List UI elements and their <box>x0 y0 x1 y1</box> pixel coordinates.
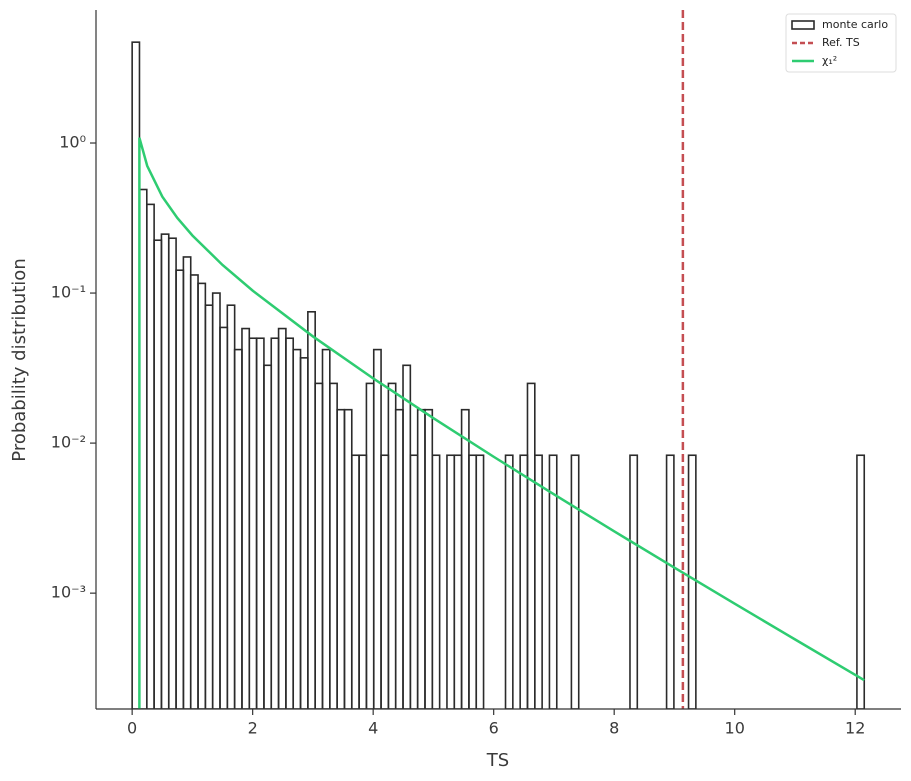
x-tick-label: 0 <box>127 719 137 738</box>
histogram-bar <box>548 454 558 709</box>
histogram-bar <box>189 274 199 709</box>
plot-area <box>131 10 866 709</box>
x-tick-label: 4 <box>368 719 378 738</box>
histogram-bar <box>570 454 580 709</box>
histogram-bar <box>526 382 536 709</box>
histogram-bar <box>277 327 287 709</box>
histogram-bar <box>270 337 280 709</box>
histogram-bar <box>446 454 456 709</box>
histogram-bar <box>358 454 368 709</box>
histogram-bar <box>219 326 229 709</box>
histogram-bar <box>145 203 155 709</box>
histogram-bar <box>182 256 192 709</box>
histogram-bar <box>431 454 441 709</box>
histogram-bar <box>175 269 185 709</box>
legend-label: Ref. TS <box>822 36 860 49</box>
x-tick-label: 6 <box>489 719 499 738</box>
legend: monte carlo Ref. TS χ₁² <box>785 13 897 73</box>
histogram-bar <box>285 337 295 709</box>
histogram-bar <box>504 454 514 709</box>
histogram-bar <box>248 337 258 709</box>
x-tick-label: 8 <box>609 719 619 738</box>
x-tick-label: 10 <box>725 719 745 738</box>
histogram-bar <box>534 454 543 709</box>
histogram-bar <box>372 348 382 709</box>
histogram-bar <box>687 454 697 709</box>
histogram-bar <box>387 382 397 709</box>
histogram-bar <box>292 348 302 709</box>
x-tick-label: 2 <box>248 719 258 738</box>
histogram-bar <box>241 327 251 709</box>
histogram-bar <box>160 233 170 709</box>
histogram-bar <box>409 454 419 709</box>
histogram-bar <box>343 408 353 709</box>
histogram-bar <box>468 454 478 709</box>
y-axis-label: Probability distribution <box>9 258 30 461</box>
y-tick-label: 10⁻² <box>51 433 86 452</box>
histogram-bar <box>336 408 346 709</box>
histogram-bar <box>197 282 207 709</box>
histogram-bar <box>153 239 163 709</box>
histogram-bar <box>629 454 639 709</box>
y-tick-label: 10⁰ <box>59 133 86 152</box>
histogram-bar <box>204 304 214 709</box>
histogram-bar <box>314 382 324 709</box>
histogram-bar <box>665 454 675 709</box>
histogram-bar <box>350 454 360 709</box>
histogram-bar <box>263 364 273 709</box>
histogram-bar <box>519 454 529 709</box>
histogram-bar <box>321 348 331 709</box>
histogram-bar <box>424 408 434 709</box>
histogram-bar <box>365 382 375 709</box>
histogram-bar <box>299 357 309 709</box>
histogram-bar <box>475 454 485 709</box>
x-axis-label: TS <box>486 750 509 771</box>
y-tick-label: 10⁻³ <box>51 583 86 602</box>
histogram-bar <box>329 382 338 709</box>
histogram-bar <box>226 304 236 709</box>
legend-label: χ₁² <box>822 54 837 67</box>
histogram-bar <box>167 237 177 709</box>
histogram-bar <box>856 454 866 709</box>
histogram-bar <box>255 337 265 709</box>
histogram-bar <box>416 408 426 709</box>
histogram-bar <box>460 408 470 709</box>
histogram-bar <box>211 292 221 709</box>
legend-swatch <box>791 20 815 30</box>
legend-label: monte carlo <box>822 18 888 31</box>
histogram-bar <box>453 454 463 709</box>
histogram-bar <box>307 311 316 709</box>
histogram-bar <box>233 348 243 709</box>
histogram-bar <box>402 364 412 709</box>
y-tick-label: 10⁻¹ <box>51 283 86 302</box>
histogram-bar <box>394 408 404 709</box>
x-tick-label: 12 <box>845 719 865 738</box>
histogram-bar <box>380 454 390 709</box>
chi2-curve <box>138 137 865 709</box>
